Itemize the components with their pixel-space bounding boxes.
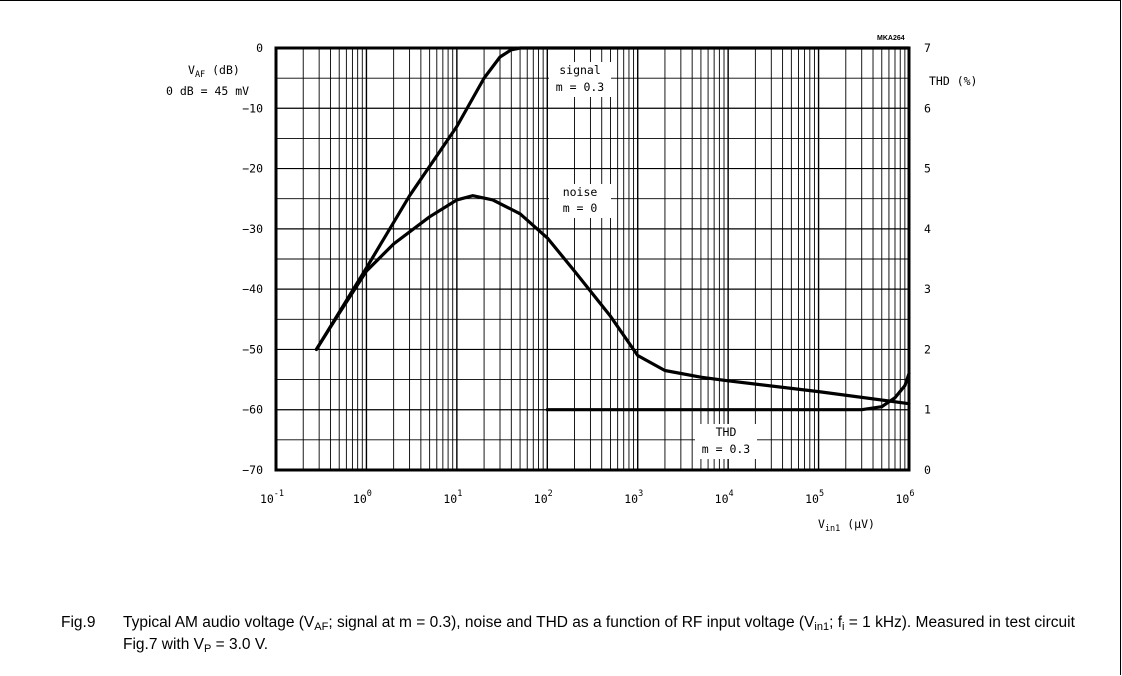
series-label-signal-condition: m = 0.3 — [556, 80, 605, 94]
x-tick-label: 10-1 — [260, 489, 284, 506]
series-label-noise-condition: m = 0 — [563, 201, 598, 215]
x-tick-label: 104 — [715, 489, 734, 506]
y-right-tick-label: 0 — [924, 463, 931, 477]
x-axis-title: Vin1 (µV) — [818, 517, 875, 534]
figure-code: MKA264 — [877, 35, 905, 42]
series-label-thd: THD — [716, 425, 737, 439]
y-right-tick-label: 3 — [924, 282, 931, 296]
y-left-tick-label: −50 — [242, 342, 263, 356]
y-left-axis-title: VAF (dB) — [188, 63, 240, 80]
y-right-tick-label: 7 — [924, 41, 931, 55]
y-left-tick-label: −70 — [242, 463, 263, 477]
series-thd-line — [545, 371, 911, 412]
y-left-tick-label: 0 — [256, 41, 263, 55]
series-label-background — [549, 62, 611, 97]
series-label-thd-condition: m = 0.3 — [702, 442, 751, 456]
y-right-tick-label: 2 — [924, 342, 931, 356]
y-left-tick-label: −20 — [242, 162, 263, 176]
labels: 0 −10 −20 −30 −40 −50 −60 −70 7 6 5 4 3 2 1 0 10-1 100 101… — [166, 35, 977, 534]
y-left-tick-label: −10 — [242, 101, 263, 115]
series-label-background — [549, 184, 611, 218]
series-label-noise: noise — [563, 185, 598, 199]
y-left-tick-label: −40 — [242, 282, 263, 296]
grid — [276, 48, 909, 470]
series-signal-line — [314, 46, 911, 351]
x-tick-label: 101 — [443, 489, 462, 506]
y-left-axis-note: 0 dB = 45 mV — [166, 84, 249, 98]
x-tick-label: 102 — [534, 489, 553, 506]
series-label-background — [695, 424, 757, 459]
y-left-tick-label: −60 — [242, 403, 263, 417]
y-left-tick-label: −30 — [242, 222, 263, 236]
x-tick-label: 103 — [624, 489, 643, 506]
y-right-tick-label: 5 — [924, 162, 931, 176]
y-right-tick-label: 4 — [924, 222, 931, 236]
y-right-tick-label: 1 — [924, 403, 931, 417]
caption-text: Typical AM audio voltage (VAF; signal at… — [123, 614, 1075, 655]
x-tick-label: 106 — [896, 489, 915, 506]
y-right-tick-label: 6 — [924, 101, 931, 115]
curves — [314, 46, 911, 412]
series-noise-line — [314, 194, 911, 406]
y-right-axis-title: THD (%) — [929, 74, 977, 88]
x-tick-label: 100 — [353, 489, 372, 506]
series-label-signal: signal — [559, 63, 601, 77]
figure-number: Fig.9 — [61, 614, 96, 631]
x-tick-label: 105 — [805, 489, 824, 506]
